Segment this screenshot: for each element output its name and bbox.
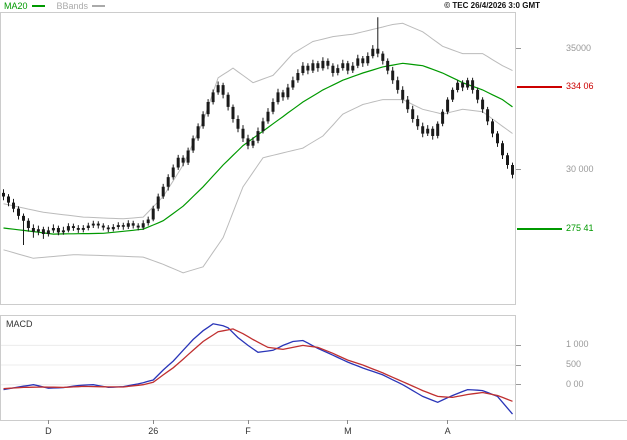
macd-axis-label: 0 00 (566, 378, 584, 389)
macd-panel: MACD (0, 315, 516, 420)
legend-line-sample (31, 5, 45, 7)
macd-plot (1, 323, 515, 415)
month-tick-mark (152, 420, 154, 424)
macd-axis-tick (516, 344, 521, 346)
month-label: F (245, 426, 251, 436)
month-tick-mark (47, 420, 49, 424)
legend-label: MA20 (4, 1, 28, 11)
macd-line (3, 323, 513, 415)
legend: MA20 BBands (4, 1, 106, 11)
macd-axis-label: 1 000 (566, 339, 589, 350)
month-tick-mark (247, 420, 249, 424)
candlestick-plot (2, 17, 514, 274)
macd-axis-label: 500 (566, 359, 582, 370)
bollinger-upper-line (3, 22, 513, 220)
macd-title: MACD (6, 319, 33, 329)
month-tick-mark (347, 420, 349, 424)
price-axis-label: 35000 (566, 42, 592, 53)
month-label: 26 (148, 426, 159, 436)
legend-item: MA20 (4, 1, 45, 11)
month-label: A (444, 426, 451, 436)
resistance-level-label: 334 06 (566, 81, 594, 92)
legend-item: BBands (57, 1, 106, 11)
bollinger-lower-line (3, 99, 513, 274)
support-level-label: 275 41 (566, 223, 594, 234)
macd-axis-tick (516, 384, 521, 386)
copyright-label: © TEC 26/4/2026 3:0 GMT (444, 1, 540, 10)
resistance-level-line (517, 86, 562, 89)
month-label: D (45, 426, 52, 436)
price-axis-label: 30 000 (566, 163, 594, 174)
macd-axis-tick (516, 364, 521, 366)
time-axis (0, 420, 627, 440)
price-axis-tick (516, 169, 521, 171)
price-panel (0, 12, 516, 305)
legend-line-sample (92, 5, 106, 7)
month-tick-mark (447, 420, 449, 424)
price-axis-tick (516, 48, 521, 50)
month-label: M (344, 426, 352, 436)
legend-label: BBands (56, 1, 89, 11)
macd-signal-line (3, 328, 513, 402)
ma20-line (3, 62, 513, 235)
support-level-line (517, 228, 562, 231)
